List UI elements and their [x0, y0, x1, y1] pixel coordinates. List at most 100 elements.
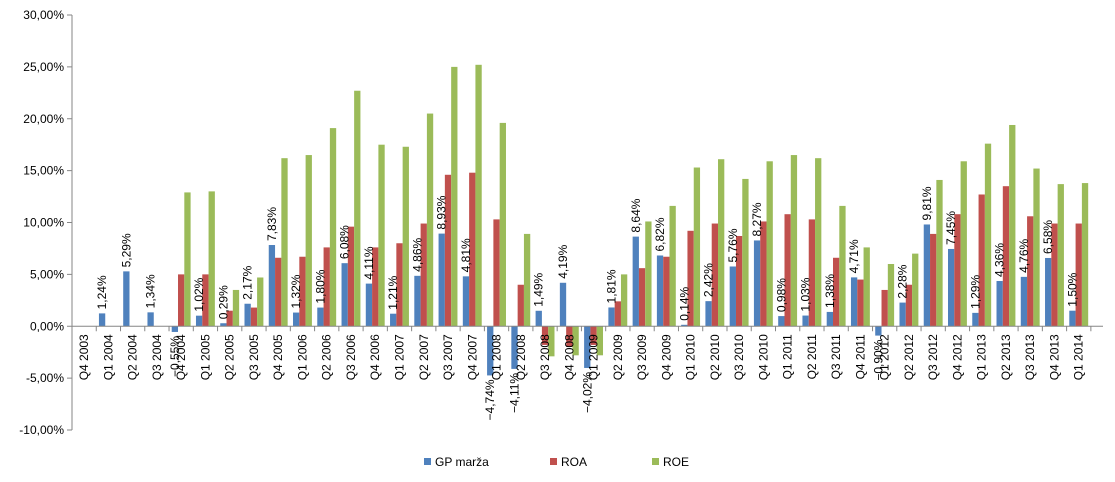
x-tick-label: Q1 2007 [392, 334, 406, 380]
data-label: −0,90% [871, 339, 885, 380]
data-label: 4,19% [556, 244, 570, 278]
x-tick-label: Q1 2009 [587, 334, 601, 380]
legend-label: GP marža [435, 455, 489, 469]
bar-gp-mara [584, 326, 591, 368]
bar-roe [984, 143, 992, 327]
bar-gp-mara [972, 312, 979, 327]
x-tick-label: Q2 2008 [514, 334, 528, 380]
data-label: 4,86% [410, 237, 424, 271]
bar-roa [275, 257, 282, 327]
bar-gp-mara [656, 255, 664, 327]
x-tick-label: Q2 2009 [611, 334, 625, 380]
bar-roe [1009, 124, 1016, 327]
data-label: 1,81% [605, 269, 619, 303]
data-label: 4,81% [459, 238, 473, 272]
x-tick-label: Q1 2011 [781, 334, 795, 379]
x-tick-label: Q3 2009 [635, 334, 649, 380]
x-tick-label: Q2 2011 [805, 334, 819, 379]
bar-roe [620, 274, 628, 327]
bar-roe [354, 90, 361, 327]
data-label: −4,02% [580, 372, 594, 413]
bar-roe [718, 159, 725, 327]
x-tick-label: Q3 2012 [926, 334, 940, 380]
data-label: 9,81% [920, 186, 934, 220]
bar-roe [839, 205, 846, 327]
data-label: 6,08% [338, 225, 352, 259]
x-tick-label: Q1 2013 [975, 334, 989, 380]
x-tick-label: Q1 2012 [878, 334, 892, 380]
bar-roa [784, 214, 791, 327]
x-tick-label: Q2 2010 [708, 334, 722, 380]
x-tick-label: Q4 2006 [368, 334, 382, 380]
x-tick-label: Q3 2011 [829, 334, 843, 379]
bar-roe [402, 146, 409, 327]
bar-roe [208, 191, 215, 327]
bar-roa [614, 301, 621, 327]
bar-roe [742, 178, 749, 327]
data-label: 8,93% [435, 195, 449, 229]
x-tick-label: Q2 2005 [223, 334, 237, 380]
bar-roe [257, 277, 264, 327]
legend: GP marža ROA ROE [424, 455, 689, 469]
bar-roe [378, 144, 385, 327]
bar-roe [669, 205, 676, 327]
bar-gp-mara [778, 316, 785, 327]
bar-roe [693, 167, 701, 327]
bar-roe [936, 179, 943, 327]
bar-gp-mara [293, 312, 300, 327]
bar-roe [232, 289, 240, 327]
data-label: 7,83% [265, 207, 279, 241]
y-tick-label: 15,00% [23, 164, 64, 178]
bar-roe [184, 192, 191, 327]
y-tick-label: 5,00% [30, 267, 64, 281]
legend-label: ROE [663, 455, 689, 469]
x-tick-label: Q1 2008 [490, 334, 504, 380]
data-label: 6,58% [1041, 220, 1055, 254]
bar-gp-mara [1020, 276, 1028, 327]
x-tick-label: Q4 2003 [77, 334, 91, 380]
bar-roa [1051, 223, 1058, 327]
bar-gp-mara [487, 326, 494, 376]
bar-roa [663, 256, 670, 327]
x-tick-label: Q3 2006 [344, 334, 358, 380]
bar-gp-mara [1045, 257, 1052, 327]
bar-gp-mara [996, 281, 1003, 327]
bar-gp-mara [948, 248, 955, 327]
bar-roa [833, 257, 840, 327]
bar-gp-mara [462, 276, 470, 327]
y-tick-label: 10,00% [23, 216, 64, 230]
data-label: 2,17% [241, 265, 255, 299]
bar-roa [1027, 216, 1034, 327]
bar-roe [887, 264, 895, 327]
bar-gp-mara [729, 266, 736, 327]
bar-gp-mara [195, 315, 203, 327]
bar-gp-mara [826, 311, 833, 327]
bar-roe [329, 128, 337, 327]
legend-swatch [652, 458, 659, 465]
bar-roa [517, 284, 524, 327]
x-tick-label: Q4 2012 [950, 334, 964, 380]
data-label: 1,21% [386, 275, 400, 309]
bar-gp-mara [341, 263, 348, 327]
legend-swatch [550, 458, 557, 465]
bar-roa [469, 172, 476, 327]
bar-roe [523, 233, 531, 327]
bar-roa [590, 326, 597, 345]
bar-roa [566, 326, 573, 347]
data-label: 4,76% [1017, 239, 1031, 273]
x-tick-label: Q4 2013 [1047, 334, 1061, 380]
x-tick-label: Q3 2008 [538, 334, 552, 380]
bar-roa [881, 289, 888, 327]
legend-swatch [424, 458, 431, 465]
bar-roa [396, 243, 403, 327]
bar-roe [645, 221, 652, 327]
bar-roa [711, 223, 719, 327]
bar-roa [541, 326, 549, 345]
bar-roe [912, 253, 919, 327]
bars-group [98, 64, 1089, 376]
bar-gp-mara [705, 301, 712, 327]
bar-gp-mara [681, 324, 688, 327]
bar-gp-mara [147, 312, 154, 327]
bar-gp-mara [850, 277, 858, 327]
